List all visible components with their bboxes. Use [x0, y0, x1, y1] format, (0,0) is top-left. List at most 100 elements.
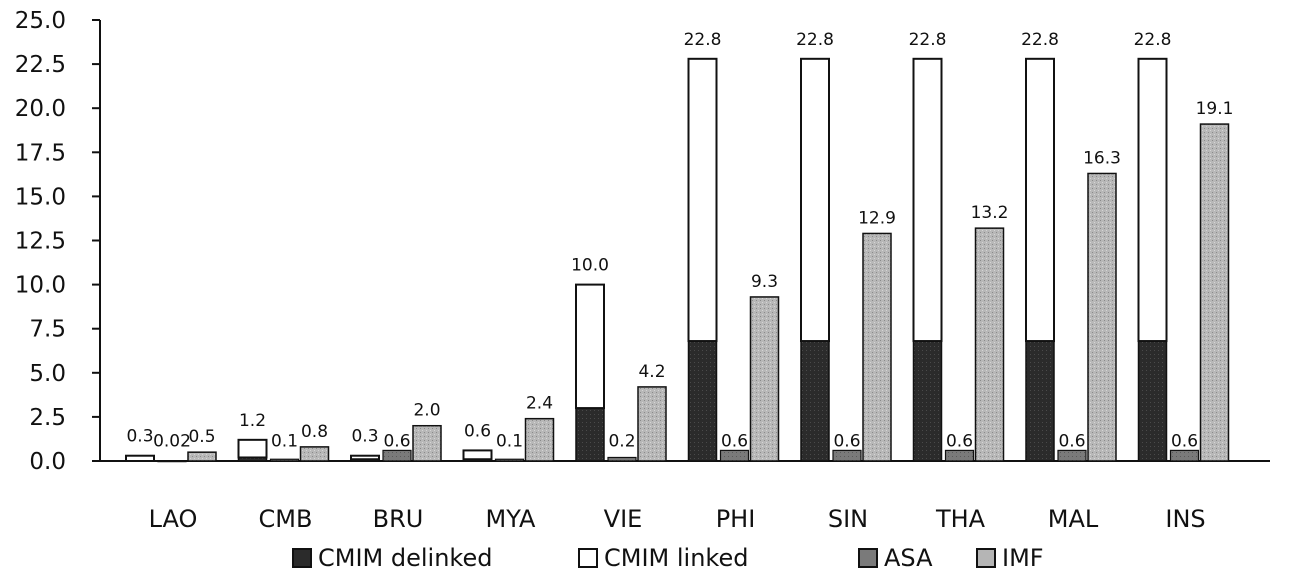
bar-cmim-delinked [575, 407, 605, 462]
bar-cmim-linked [912, 57, 943, 343]
y-tick-label: 22.5 [15, 52, 66, 78]
legend-item: CMIM delinked [292, 540, 492, 576]
data-label-asa: 0.1 [496, 431, 523, 451]
bar-asa [494, 458, 525, 462]
x-tick-label: MYA [486, 505, 537, 533]
y-tick-label: 0.0 [29, 449, 66, 475]
bar-cmim-linked [575, 283, 605, 410]
data-label-cmim-total: 10.0 [571, 256, 609, 276]
bar-cmim-linked [350, 454, 380, 461]
x-tick-label: LAO [149, 505, 198, 533]
data-label-imf: 0.5 [188, 427, 215, 447]
data-label-asa: 0.1 [271, 431, 298, 451]
y-tick-label: 2.5 [29, 405, 66, 431]
bar-cmim-linked [687, 57, 718, 343]
legend-swatch [976, 548, 996, 568]
bar-cmim-delinked [912, 340, 943, 462]
y-tick-label: 15.0 [15, 184, 66, 210]
bar-cmim-linked [125, 454, 155, 463]
bar-asa [719, 449, 750, 462]
legend-swatch [858, 548, 878, 568]
legend-item: IMF [976, 540, 1044, 576]
bar-cmim-linked [1137, 57, 1168, 343]
bar-imf [862, 232, 892, 462]
x-tick-label: SIN [828, 505, 868, 533]
legend-label: CMIM delinked [318, 544, 493, 572]
data-label-asa: 0.6 [383, 431, 410, 451]
bar-asa [269, 458, 300, 462]
data-label-cmim-total: 0.3 [126, 427, 153, 447]
bar-imf [1199, 123, 1230, 462]
bar-cmim-delinked [1025, 340, 1055, 462]
data-label-cmim-total: 0.6 [464, 421, 491, 441]
bar-imf [524, 417, 555, 462]
data-label-imf: 13.2 [971, 203, 1009, 223]
bar-cmim-linked [800, 57, 830, 343]
legend-label: ASA [884, 544, 933, 572]
bar-imf [749, 296, 780, 462]
legend-item: ASA [858, 540, 933, 576]
y-tick-label: 7.5 [29, 317, 66, 343]
bar-chart: 0.0 2.5 5.0 7.5 10.0 12.5 15.0 17.5 20.0 22.5 25.0… [15, 8, 1270, 533]
y-tick-label: 25.0 [15, 8, 66, 34]
bar-cmim-linked [237, 438, 268, 459]
data-label-cmim-total: 22.8 [1134, 30, 1172, 50]
bar-cmim-linked [1025, 57, 1055, 343]
data-label-imf: 2.0 [413, 401, 440, 421]
data-label-imf: 9.3 [751, 272, 778, 292]
data-label-imf: 16.3 [1083, 148, 1121, 168]
data-label-cmim-total: 22.8 [909, 30, 947, 50]
x-tick-label: MAL [1048, 505, 1099, 533]
x-tick-label: INS [1165, 505, 1205, 533]
x-tick-label: PHI [716, 505, 756, 533]
bar-cmim-delinked [800, 340, 830, 462]
bar-asa [1057, 449, 1087, 462]
legend-swatch [578, 548, 598, 568]
x-tick-label: VIE [604, 505, 643, 533]
legend-item: CMIM linked [578, 540, 748, 576]
bar-asa [382, 449, 412, 462]
data-label-imf: 19.1 [1196, 99, 1234, 119]
data-label-asa: 0.6 [1171, 431, 1198, 451]
x-tick-label: BRU [373, 505, 424, 533]
y-tick-label: 12.5 [15, 229, 66, 255]
bar-imf [299, 446, 330, 462]
legend: CMIM delinked CMIM linked ASA IMF [0, 540, 1290, 580]
legend-swatch [292, 548, 312, 568]
bar-imf [187, 451, 217, 462]
bar-asa [832, 449, 862, 462]
data-label-cmim-total: 1.2 [239, 411, 266, 431]
data-label-asa: 0.2 [608, 431, 635, 451]
y-tick-label: 20.0 [15, 96, 66, 122]
bar-imf [637, 386, 667, 462]
data-label-imf: 0.8 [301, 422, 328, 442]
data-label-imf: 2.4 [526, 394, 553, 414]
data-label-asa: 0.6 [1058, 431, 1085, 451]
bar-imf [412, 424, 442, 462]
bar-asa [944, 449, 975, 462]
data-label-asa: 0.6 [833, 431, 860, 451]
data-label-imf: 4.2 [638, 362, 665, 382]
x-tick-label: THA [935, 505, 986, 533]
data-label-cmim-total: 22.8 [684, 30, 722, 50]
y-tick-label: 5.0 [29, 361, 66, 387]
bar-asa [607, 456, 637, 462]
y-tick-label: 10.0 [15, 273, 66, 299]
bar-cmim-delinked [687, 340, 718, 462]
bar-asa [1169, 449, 1200, 462]
data-label-cmim-total: 0.3 [351, 427, 378, 447]
bar-cmim-linked [462, 449, 493, 461]
bar-asa [157, 460, 187, 463]
bar-cmim-delinked [1137, 340, 1168, 462]
data-label-imf: 12.9 [858, 208, 896, 228]
data-label-asa: 0.6 [721, 431, 748, 451]
y-tick-label: 17.5 [15, 140, 66, 166]
legend-label: CMIM linked [604, 544, 749, 572]
legend-label: IMF [1002, 544, 1044, 572]
data-label-asa: 0.02 [153, 431, 191, 451]
x-tick-label: CMB [259, 505, 313, 533]
bar-imf [974, 227, 1005, 462]
data-label-cmim-total: 22.8 [1021, 30, 1059, 50]
bar-imf [1087, 172, 1117, 462]
